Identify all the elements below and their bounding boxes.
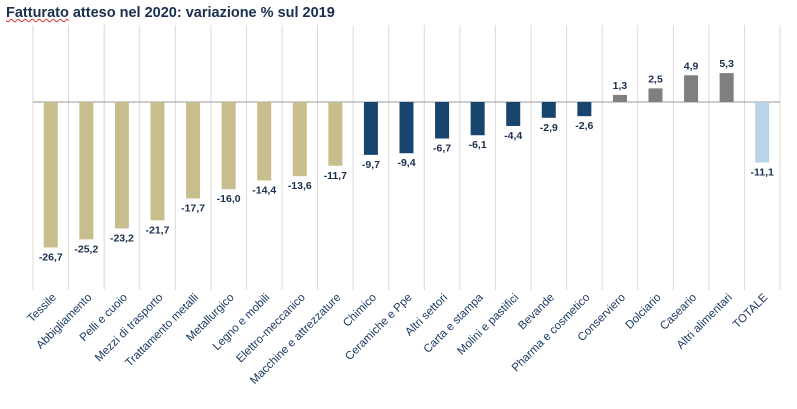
- bar: [435, 102, 450, 139]
- data-label: -26,7: [39, 252, 63, 264]
- grid-layer: [32, 25, 781, 290]
- bar: [541, 102, 556, 118]
- data-label: -25,2: [74, 243, 98, 255]
- data-label: -17,7: [181, 202, 205, 214]
- data-label: -2,9: [540, 122, 558, 134]
- bars-layer: [43, 73, 770, 248]
- bar: [648, 88, 663, 102]
- bar: [470, 102, 485, 136]
- bar: [363, 102, 378, 155]
- data-label: -2,6: [575, 120, 593, 132]
- bar: [79, 102, 94, 240]
- data-label: -6,1: [469, 139, 487, 151]
- data-label: -4,4: [504, 130, 522, 142]
- data-label: -14,4: [252, 184, 276, 196]
- bar: [114, 102, 129, 229]
- bar: [506, 102, 521, 126]
- data-label: -16,0: [217, 193, 241, 205]
- data-label: -11,7: [324, 170, 348, 182]
- value-labels-layer: -26,7 -25,2 -23,2 -21,7 -17,7 -16,0 -14,4 -13,6…: [39, 58, 774, 263]
- data-label: -9,7: [362, 159, 380, 171]
- category-label: Tessile: [26, 292, 59, 325]
- bar: [684, 75, 699, 102]
- data-label: 4,9: [684, 60, 699, 72]
- category-label: Molini e pastifici: [455, 292, 521, 358]
- data-label: 2,5: [648, 73, 663, 85]
- bar: [221, 102, 236, 190]
- category-label: TOTALE: [731, 291, 771, 331]
- category-label: Ceramiche e Ppe: [343, 292, 414, 363]
- data-label: 1,3: [613, 80, 628, 92]
- bar: [612, 94, 627, 102]
- bar: [43, 102, 58, 248]
- bar: [186, 102, 201, 199]
- title-underlined-word: Fatturato: [6, 5, 69, 21]
- bar: [150, 102, 165, 221]
- category-label: Dolciario: [623, 292, 663, 332]
- bar: [399, 102, 414, 154]
- data-label: -6,7: [433, 143, 451, 155]
- bar: [257, 102, 272, 181]
- chart-title: Fatturato atteso nel 2020: variazione % …: [6, 5, 335, 21]
- data-label: 5,3: [719, 58, 734, 70]
- bar: [719, 73, 734, 102]
- bar: [292, 102, 307, 177]
- data-label: -23,2: [110, 232, 134, 244]
- data-label: -21,7: [146, 224, 170, 236]
- data-label: -13,6: [288, 180, 312, 192]
- category-label: Mezzi di trasporto: [93, 292, 166, 365]
- bar: [755, 102, 770, 163]
- bar: [577, 102, 592, 117]
- bar: [328, 102, 343, 166]
- data-label: -11,1: [751, 166, 775, 178]
- data-label: -9,4: [397, 157, 415, 169]
